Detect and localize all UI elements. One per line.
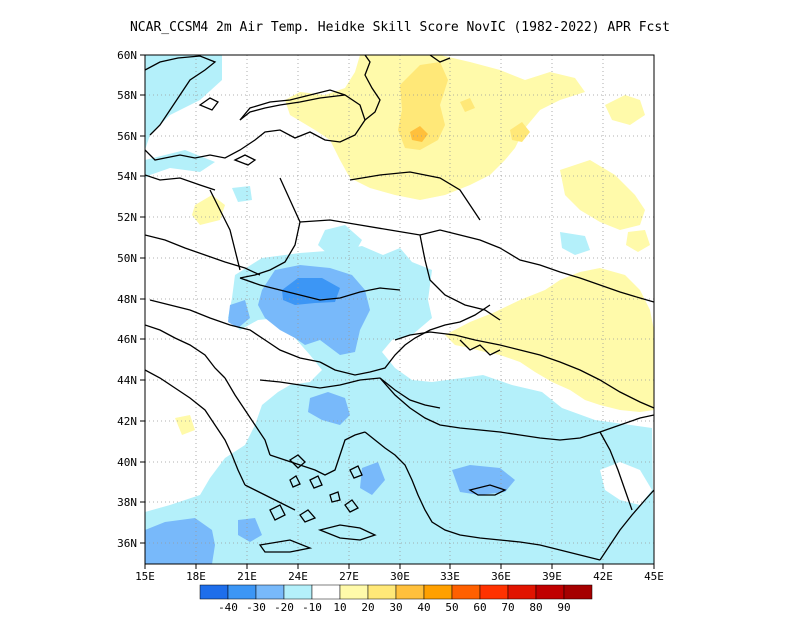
lat-tick-label: 52N bbox=[117, 211, 137, 224]
lat-tick-label: 38N bbox=[117, 496, 137, 509]
field-neg10 bbox=[145, 55, 654, 564]
lon-tick-label: 33E bbox=[440, 570, 460, 583]
colorbar-label: 80 bbox=[529, 601, 542, 614]
tick-marks bbox=[140, 54, 655, 569]
lat-tick-label: 40N bbox=[117, 456, 137, 469]
colorbar-swatch bbox=[199, 584, 229, 600]
lon-tick-label: 18E bbox=[186, 570, 206, 583]
lat-tick-labels: 36N 38N 40N 42N 44N 46N 48N 50N 52N 54N … bbox=[117, 49, 137, 550]
colorbar-swatch bbox=[227, 584, 257, 600]
colorbar-label: -20 bbox=[274, 601, 294, 614]
colorbar-label: 70 bbox=[501, 601, 514, 614]
colorbar-swatch bbox=[535, 584, 565, 600]
lat-tick-label: 36N bbox=[117, 537, 137, 550]
colorbar-label: 20 bbox=[361, 601, 374, 614]
colorbar-label: 90 bbox=[557, 601, 570, 614]
colorbar-swatch bbox=[507, 584, 537, 600]
colorbar bbox=[199, 584, 593, 600]
lon-tick-label: 27E bbox=[339, 570, 359, 583]
field-neg30 bbox=[282, 278, 340, 305]
lon-tick-label: 45E bbox=[644, 570, 664, 583]
lon-tick-label: 42E bbox=[593, 570, 613, 583]
lat-tick-label: 50N bbox=[117, 252, 137, 265]
lon-tick-label: 30E bbox=[390, 570, 410, 583]
lat-tick-label: 56N bbox=[117, 130, 137, 143]
colorbar-label: 60 bbox=[473, 601, 486, 614]
colorbar-swatch bbox=[339, 584, 369, 600]
skill-score-field bbox=[145, 55, 654, 564]
lat-tick-label: 54N bbox=[117, 170, 137, 183]
lat-tick-label: 48N bbox=[117, 293, 137, 306]
lat-tick-label: 44N bbox=[117, 374, 137, 387]
colorbar-swatch bbox=[283, 584, 313, 600]
colorbar-swatch bbox=[255, 584, 285, 600]
coastlines-borders bbox=[145, 55, 654, 561]
lon-tick-labels: 15E 18E 21E 24E 27E 30E 33E 36E 39E 42E … bbox=[135, 570, 664, 583]
colorbar-label: -30 bbox=[246, 601, 266, 614]
colorbar-label: 40 bbox=[417, 601, 430, 614]
field-pos30 bbox=[410, 126, 428, 142]
lat-tick-label: 60N bbox=[117, 49, 137, 62]
field-pos20 bbox=[398, 62, 530, 150]
colorbar-label: -10 bbox=[302, 601, 322, 614]
lon-tick-label: 39E bbox=[542, 570, 562, 583]
colorbar-swatch bbox=[563, 584, 593, 600]
lat-tick-label: 42N bbox=[117, 415, 137, 428]
colorbar-swatch bbox=[423, 584, 453, 600]
lat-tick-label: 46N bbox=[117, 333, 137, 346]
lon-tick-label: 15E bbox=[135, 570, 155, 583]
lon-tick-label: 21E bbox=[237, 570, 257, 583]
colorbar-labels: -40 -30 -20 -10 10 20 30 40 50 60 70 80 … bbox=[218, 601, 571, 614]
colorbar-label: 10 bbox=[333, 601, 346, 614]
colorbar-label: -40 bbox=[218, 601, 238, 614]
chart-title: NCAR_CCSM4 2m Air Temp. Heidke Skill Sco… bbox=[129, 20, 671, 35]
colorbar-label: 30 bbox=[389, 601, 402, 614]
lon-tick-label: 36E bbox=[491, 570, 511, 583]
colorbar-swatch bbox=[395, 584, 425, 600]
colorbar-swatch bbox=[367, 584, 397, 600]
colorbar-swatch bbox=[479, 584, 509, 600]
colorbar-label: 50 bbox=[445, 601, 458, 614]
colorbar-swatch bbox=[451, 584, 481, 600]
colorbar-swatch bbox=[311, 584, 341, 600]
lon-tick-label: 24E bbox=[288, 570, 308, 583]
lat-tick-label: 58N bbox=[117, 89, 137, 102]
